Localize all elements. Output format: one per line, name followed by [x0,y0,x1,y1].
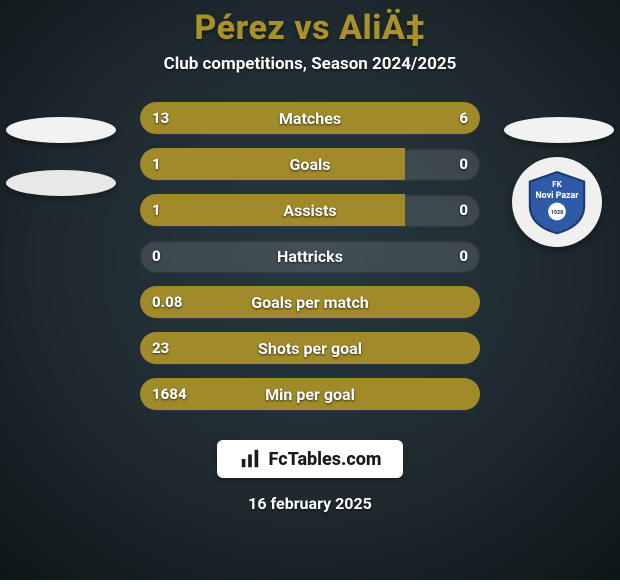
page-title: Pérez vs AliÄ‡ [194,8,425,48]
bar-value-left: 0 [152,240,161,272]
bar-fill-left [140,332,480,364]
bar-fill-left [140,194,405,226]
stat-row-hattricks: Hattricks0 0 [140,240,480,272]
bar-fill-left [140,148,405,180]
club-badge: FK Novi Pazar 1928 [512,157,602,247]
bar-value-right: 0 [459,148,468,180]
bar-fill-left [140,378,480,410]
brand-pill[interactable]: FcTables.com [217,440,404,478]
bar-fill-right [371,102,480,134]
badge-text-main: Novi Pazar [535,191,579,201]
stat-row-assists: Assists10 [140,194,480,226]
stat-row-min-per-goal: Min per goal1684 [140,378,480,410]
left-flag-2 [6,170,116,196]
badge-year: 1928 [551,210,563,216]
bar-value-right: 0 [459,240,468,272]
page-subtitle: Club competitions, Season 2024/2025 [164,54,457,74]
bar-chart-icon [239,448,261,470]
comparison-arena: FK Novi Pazar 1928 Matches136 Goals10 Assi… [0,102,620,422]
stat-row-matches: Matches136 [140,102,480,134]
bar-fill-left [140,102,371,134]
right-flag [504,117,614,143]
brand-text: FcTables.com [269,449,382,470]
badge-text-fk: FK [552,179,562,189]
stat-row-goals-per-match: Goals per match0.08 [140,286,480,318]
stat-row-shots-per-goal: Shots per goal23 [140,332,480,364]
stat-row-goals: Goals10 [140,148,480,180]
stat-bars: Matches136Goals10Assists10Hattricks00Goa… [140,102,480,410]
bar-fill-left [140,286,480,318]
bar-label: Hattricks [140,240,480,272]
bar-value-right: 0 [459,194,468,226]
footer-date: 16 february 2025 [248,494,372,513]
left-flag-1 [6,117,116,143]
